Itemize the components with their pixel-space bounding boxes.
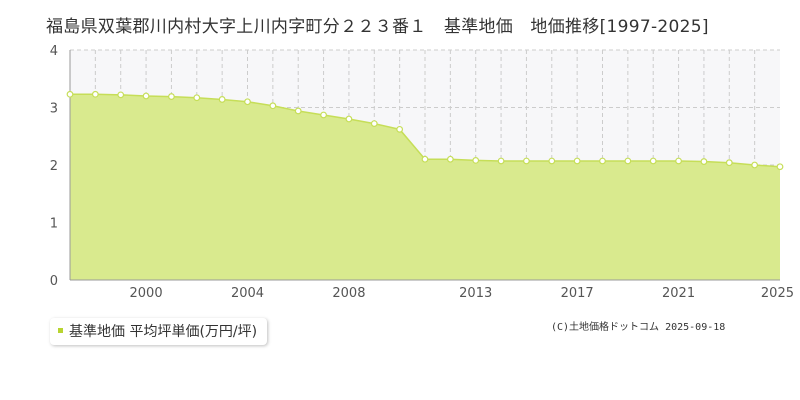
y-tick-label-2: 2 — [50, 159, 58, 174]
data-point-2017 — [573, 157, 581, 165]
x-axis-ticks: 2000 2004 2008 2013 2017 2021 2025 — [130, 286, 794, 301]
data-point-2016 — [548, 157, 556, 165]
data-point-2011 — [421, 155, 429, 163]
data-point-2009 — [370, 120, 378, 127]
data-point-1997 — [66, 90, 74, 98]
x-tick-label-2008: 2008 — [332, 286, 365, 301]
y-tick-label-4: 4 — [50, 44, 58, 59]
chart-title: 福島県双葉郡川内村大字上川内字町分２２３番１ 基準地価 地価推移[1997-20… — [46, 17, 709, 37]
data-point-1999 — [117, 91, 125, 99]
data-point-2022 — [700, 158, 708, 165]
data-point-2024 — [751, 161, 759, 169]
data-point-2006 — [294, 107, 302, 115]
x-tick-label-2025: 2025 — [761, 286, 794, 301]
data-point-2015 — [523, 157, 530, 165]
data-point-2007 — [320, 111, 327, 119]
area-fill — [70, 94, 780, 280]
y-axis-ticks: 0 1 2 3 4 — [50, 44, 58, 289]
data-point-2005 — [269, 102, 277, 110]
data-point-2025 — [776, 163, 784, 171]
legend: 基準地価 平均坪単価(万円/坪) — [50, 318, 268, 345]
x-tick-label-2000: 2000 — [130, 286, 163, 301]
data-point-2013 — [472, 156, 480, 164]
x-tick-label-2004: 2004 — [231, 286, 264, 301]
data-point-2010 — [396, 125, 404, 133]
x-tick-label-2017: 2017 — [561, 286, 594, 301]
data-point-2002 — [193, 94, 201, 102]
copyright-credit: (C)土地価格ドットコム 2025-09-18 — [551, 322, 726, 333]
data-point-2000 — [142, 92, 150, 100]
data-point-2018 — [599, 157, 606, 165]
x-tick-label-2013: 2013 — [459, 286, 492, 301]
data-point-2020 — [649, 157, 657, 165]
data-point-2014 — [497, 157, 505, 165]
data-point-2021 — [675, 157, 682, 165]
data-point-markers — [66, 90, 784, 171]
y-tick-label-1: 1 — [50, 217, 58, 232]
legend-label: 基準地価 平均坪単価(万円/坪) — [69, 324, 258, 340]
y-tick-label-3: 3 — [50, 102, 58, 117]
y-tick-label-0: 0 — [50, 274, 58, 289]
data-point-2008 — [345, 115, 353, 123]
data-point-2004 — [244, 98, 251, 106]
data-point-2003 — [218, 96, 226, 103]
data-point-2023 — [725, 159, 733, 167]
data-point-2019 — [624, 157, 632, 165]
data-point-2001 — [168, 93, 175, 100]
data-point-2012 — [446, 155, 454, 163]
legend-marker-icon — [58, 327, 63, 333]
x-tick-label-2021: 2021 — [662, 286, 695, 301]
data-point-1998 — [91, 90, 99, 98]
